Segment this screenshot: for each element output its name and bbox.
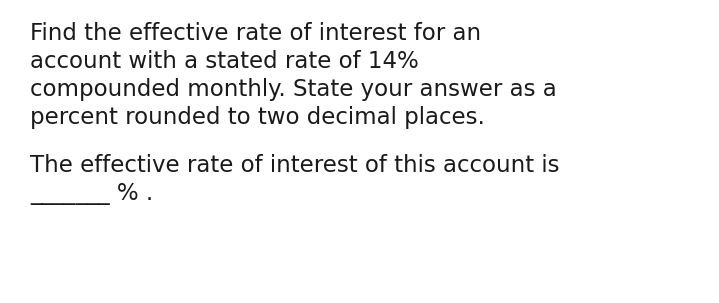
Text: account with a stated rate of 14%: account with a stated rate of 14% — [30, 50, 418, 73]
Text: compounded monthly. State your answer as a: compounded monthly. State your answer as… — [30, 78, 557, 101]
Text: _______ % .: _______ % . — [30, 182, 153, 205]
Text: Find the effective rate of interest for an: Find the effective rate of interest for … — [30, 22, 481, 45]
Text: percent rounded to two decimal places.: percent rounded to two decimal places. — [30, 106, 485, 129]
Text: The effective rate of interest of this account is: The effective rate of interest of this a… — [30, 154, 559, 177]
